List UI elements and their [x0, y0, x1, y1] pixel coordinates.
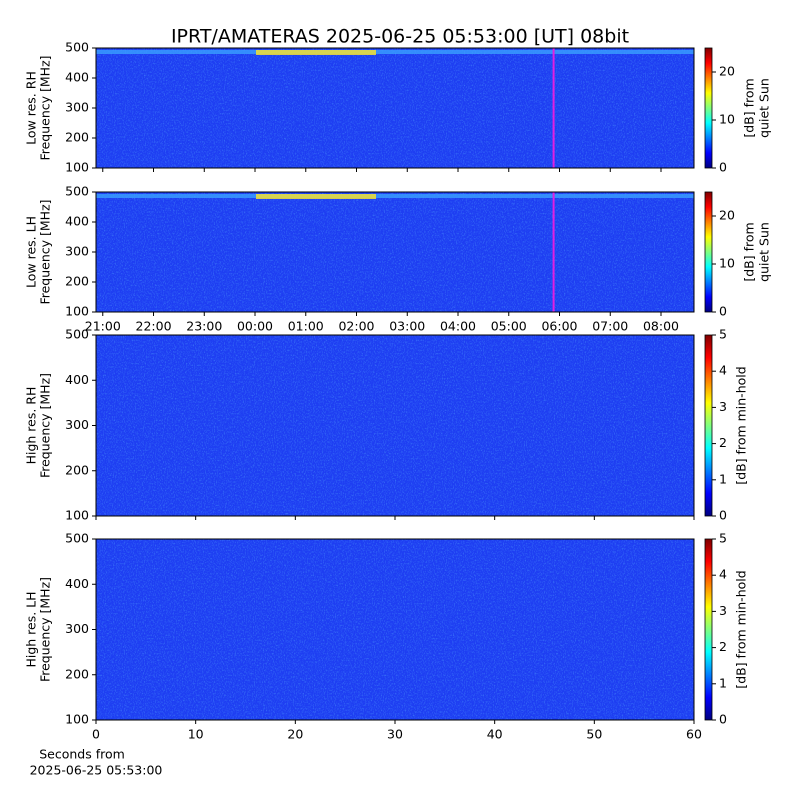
colorbar-tick-label: 5	[719, 327, 727, 342]
colorbar-label: [dB] from min-hold	[734, 366, 749, 484]
spectrogram-band	[96, 194, 694, 198]
x-tick-label: 23:00	[186, 319, 222, 334]
x-tick-label: 21:00	[85, 319, 121, 334]
spectrogram-band	[96, 50, 694, 54]
chart-title: IPRT/AMATERAS 2025-06-25 05:53:00 [UT] 0…	[171, 26, 629, 48]
colorbar-tick-label: 20	[719, 208, 735, 223]
y-tick-label: 400	[65, 576, 89, 591]
spectrogram-noise	[96, 539, 694, 720]
y-tick-label: 500	[65, 40, 89, 55]
colorbar-tick-label: 1	[719, 675, 727, 690]
y-tick-label: 200	[65, 274, 89, 289]
colorbar-tick-label: 20	[719, 64, 735, 79]
colorbar-tick-label: 2	[719, 435, 727, 450]
y-tick-label: 400	[65, 214, 89, 229]
y-axis-label: Frequency [MHz]	[38, 577, 53, 682]
colorbar-tick-label: 3	[719, 399, 727, 414]
y-axis-label: Frequency [MHz]	[38, 55, 53, 160]
y-tick-label: 400	[65, 372, 89, 387]
y-tick-label: 300	[65, 244, 89, 259]
x-tick-label: 22:00	[136, 319, 172, 334]
colorbar-label: quiet Sun	[757, 78, 772, 138]
x-tick-label: 05:00	[491, 319, 527, 334]
y-tick-label: 500	[65, 531, 89, 546]
colorbar-tick-label: 4	[719, 567, 727, 582]
y-tick-label: 100	[65, 508, 89, 523]
colorbar-label: quiet Sun	[757, 222, 772, 282]
y-axis-label: Frequency [MHz]	[38, 199, 53, 304]
y-tick-label: 300	[65, 100, 89, 115]
colorbar-tick-label: 4	[719, 363, 727, 378]
y-tick-label: 200	[65, 130, 89, 145]
colorbar-tick-label: 1	[719, 471, 727, 486]
colorbar-tick-label: 2	[719, 639, 727, 654]
spectrogram-band	[256, 194, 376, 199]
y-tick-label: 300	[65, 621, 89, 636]
y-tick-label: 500	[65, 327, 89, 342]
colorbar-tick-label: 0	[719, 160, 727, 175]
colorbar-tick-label: 0	[719, 508, 727, 523]
colorbar-tick-label: 0	[719, 304, 727, 319]
x-tick-label: 06:00	[541, 319, 577, 334]
colorbar-label: [dB] from min-hold	[734, 570, 749, 688]
x-tick-label: 60	[686, 727, 702, 742]
colorbar	[704, 191, 713, 313]
y-axis-label: High res. RH	[24, 387, 39, 465]
x-tick-label: 01:00	[288, 319, 324, 334]
x-tick-label: 20	[287, 727, 303, 742]
colorbar-tick-label: 5	[719, 531, 727, 546]
x-tick-label: 0	[92, 727, 100, 742]
colorbar-label: [dB] from	[742, 78, 757, 137]
colorbar-tick-label: 10	[719, 112, 735, 127]
x-tick-label: 00:00	[237, 319, 273, 334]
y-tick-label: 200	[65, 462, 89, 477]
y-axis-label: Frequency [MHz]	[38, 373, 53, 478]
y-axis-label: Low res. RH	[24, 71, 39, 145]
colorbar-tick-label: 10	[719, 256, 735, 271]
x-tick-label: 40	[487, 727, 503, 742]
colorbar-tick-label: 3	[719, 603, 727, 618]
x-tick-label: 30	[387, 727, 403, 742]
y-tick-label: 100	[65, 304, 89, 319]
x-tick-label: 50	[586, 727, 602, 742]
x-tick-label: 07:00	[592, 319, 628, 334]
colorbar	[704, 334, 713, 517]
y-tick-label: 100	[65, 712, 89, 727]
x-tick-label: 03:00	[389, 319, 425, 334]
x-axis-label: 2025-06-25 05:53:00	[30, 763, 163, 778]
spectrogram-noise	[96, 192, 694, 312]
y-tick-label: 200	[65, 666, 89, 681]
y-tick-label: 100	[65, 160, 89, 175]
spectrogram-noise	[96, 48, 694, 168]
x-tick-label: 04:00	[440, 319, 476, 334]
y-tick-label: 300	[65, 417, 89, 432]
y-tick-label: 500	[65, 184, 89, 199]
x-tick-label: 02:00	[338, 319, 374, 334]
x-axis-label: Seconds from	[39, 747, 125, 762]
y-axis-label: Low res. LH	[24, 216, 39, 288]
y-axis-label: High res. LH	[24, 591, 39, 667]
x-tick-label: 08:00	[643, 319, 679, 334]
colorbar	[704, 47, 713, 169]
spectrogram-band	[256, 50, 376, 55]
y-tick-label: 400	[65, 70, 89, 85]
x-tick-label: 10	[188, 727, 204, 742]
spectrogram-noise	[96, 335, 694, 516]
colorbar	[704, 538, 713, 721]
colorbar-label: [dB] from	[742, 222, 757, 281]
colorbar-tick-label: 0	[719, 712, 727, 727]
